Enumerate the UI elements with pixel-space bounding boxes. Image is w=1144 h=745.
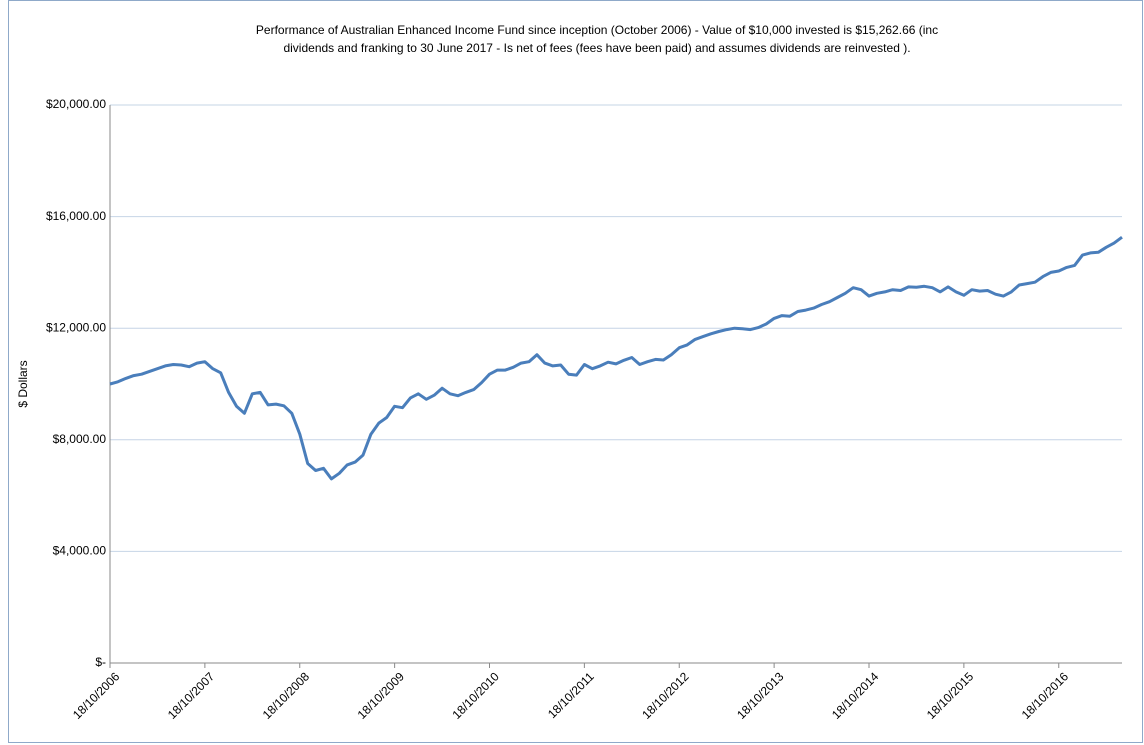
- y-tick-label: $4,000.00: [53, 544, 107, 558]
- chart-frame: [8, 0, 1143, 743]
- data-line: [109, 235, 1123, 481]
- y-tick-label: $12,000.00: [46, 320, 106, 334]
- chart-title: dividends and franking to 30 June 2017 -…: [283, 41, 910, 55]
- y-tick-label: $-: [95, 655, 106, 669]
- y-tick-label: $20,000.00: [46, 97, 106, 111]
- y-tick-label: $8,000.00: [53, 432, 107, 446]
- y-axis-label: $ Dollars: [16, 360, 30, 407]
- y-tick-label: $16,000.00: [46, 209, 106, 223]
- chart-title: Performance of Australian Enhanced Incom…: [256, 23, 938, 37]
